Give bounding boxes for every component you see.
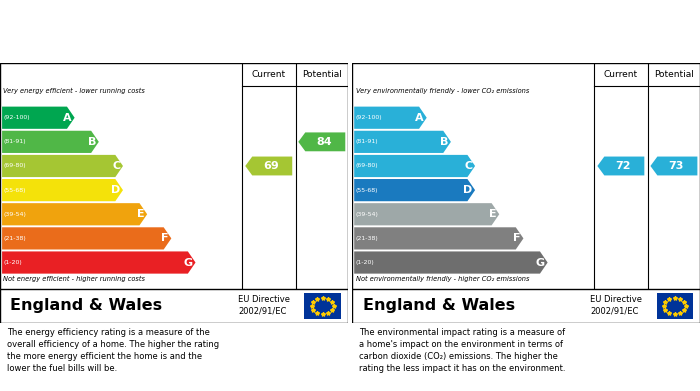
Polygon shape xyxy=(2,131,99,153)
Polygon shape xyxy=(2,179,123,201)
Text: EU Directive
2002/91/EC: EU Directive 2002/91/EC xyxy=(590,295,643,316)
Text: (81-91): (81-91) xyxy=(4,139,26,144)
Text: Not environmentally friendly - higher CO₂ emissions: Not environmentally friendly - higher CO… xyxy=(356,276,529,282)
Text: Environmental Impact (CO₂) Rating: Environmental Impact (CO₂) Rating xyxy=(359,25,605,38)
Text: (39-54): (39-54) xyxy=(356,212,379,217)
Text: Current: Current xyxy=(604,70,638,79)
Polygon shape xyxy=(298,133,345,151)
Polygon shape xyxy=(597,156,644,176)
Text: England & Wales: England & Wales xyxy=(363,298,514,313)
Text: (21-38): (21-38) xyxy=(4,236,26,241)
Text: Current: Current xyxy=(252,70,286,79)
Polygon shape xyxy=(354,131,451,153)
Polygon shape xyxy=(354,251,547,274)
Text: E: E xyxy=(489,209,496,219)
Text: A: A xyxy=(415,113,424,123)
Text: F: F xyxy=(161,233,169,243)
Text: Very energy efficient - lower running costs: Very energy efficient - lower running co… xyxy=(4,88,146,93)
Text: (1-20): (1-20) xyxy=(4,260,22,265)
Text: Energy Efficiency Rating: Energy Efficiency Rating xyxy=(7,25,178,38)
Text: F: F xyxy=(513,233,521,243)
Text: (92-100): (92-100) xyxy=(356,115,382,120)
Polygon shape xyxy=(650,156,697,176)
Text: Potential: Potential xyxy=(654,70,694,79)
Text: 69: 69 xyxy=(263,161,279,171)
Polygon shape xyxy=(2,203,147,225)
Text: Not energy efficient - higher running costs: Not energy efficient - higher running co… xyxy=(4,276,146,282)
Text: A: A xyxy=(63,113,72,123)
Text: G: G xyxy=(536,258,545,267)
Text: Potential: Potential xyxy=(302,70,342,79)
Polygon shape xyxy=(354,155,475,177)
Text: (39-54): (39-54) xyxy=(4,212,27,217)
Text: (92-100): (92-100) xyxy=(4,115,30,120)
Polygon shape xyxy=(2,251,195,274)
Text: EU Directive
2002/91/EC: EU Directive 2002/91/EC xyxy=(238,295,290,316)
Text: 73: 73 xyxy=(668,161,684,171)
Bar xyxy=(657,293,693,319)
Bar xyxy=(304,293,341,319)
Polygon shape xyxy=(2,227,172,249)
Text: The environmental impact rating is a measure of
a home's impact on the environme: The environmental impact rating is a mea… xyxy=(359,328,566,373)
Polygon shape xyxy=(2,155,123,177)
Text: (55-68): (55-68) xyxy=(356,188,378,193)
Text: The energy efficiency rating is a measure of the
overall efficiency of a home. T: The energy efficiency rating is a measur… xyxy=(7,328,219,373)
Polygon shape xyxy=(354,107,427,129)
Text: C: C xyxy=(112,161,120,171)
Text: 84: 84 xyxy=(316,137,332,147)
Text: B: B xyxy=(88,137,96,147)
Polygon shape xyxy=(245,156,292,176)
Text: (55-68): (55-68) xyxy=(4,188,26,193)
Text: D: D xyxy=(463,185,473,195)
Text: (69-80): (69-80) xyxy=(356,163,378,169)
Text: D: D xyxy=(111,185,120,195)
Text: (69-80): (69-80) xyxy=(4,163,26,169)
Text: C: C xyxy=(464,161,473,171)
Text: Very environmentally friendly - lower CO₂ emissions: Very environmentally friendly - lower CO… xyxy=(356,88,529,93)
Polygon shape xyxy=(2,107,75,129)
Polygon shape xyxy=(354,203,499,225)
Polygon shape xyxy=(354,227,524,249)
Text: G: G xyxy=(183,258,192,267)
Polygon shape xyxy=(354,179,475,201)
Text: 72: 72 xyxy=(615,161,631,171)
Text: (21-38): (21-38) xyxy=(356,236,378,241)
Text: B: B xyxy=(440,137,448,147)
Text: E: E xyxy=(136,209,144,219)
Text: (81-91): (81-91) xyxy=(356,139,378,144)
Text: (1-20): (1-20) xyxy=(356,260,375,265)
Text: England & Wales: England & Wales xyxy=(10,298,162,313)
